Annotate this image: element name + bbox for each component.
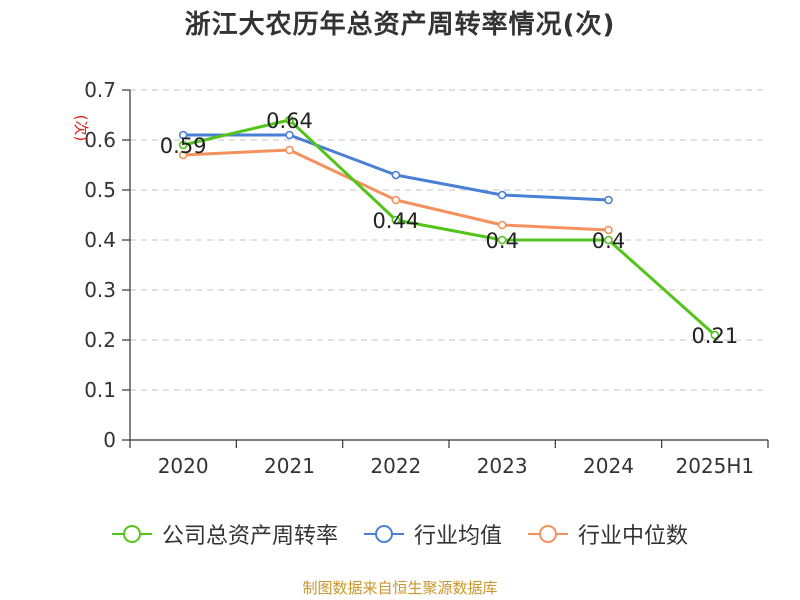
data-point (604, 195, 613, 205)
x-tick-label: 2022 (370, 454, 421, 478)
x-tick-label: 2023 (477, 454, 528, 478)
legend-label: 行业均值 (413, 524, 502, 549)
data-label: 0.59 (160, 134, 207, 158)
legend-label: 公司总资产周转率 (161, 524, 338, 549)
x-tick-label: 2020 (158, 454, 209, 478)
data-label: 0.4 (592, 229, 625, 253)
legend-swatch-icon (363, 525, 404, 543)
legend: 公司总资产周转率 行业均值 行业中位数 (0, 518, 800, 550)
data-point (497, 190, 507, 200)
data-point (285, 130, 294, 140)
data-point (391, 215, 401, 225)
x-tick-label: 2021 (264, 454, 315, 478)
legend-label: 行业中位数 (578, 524, 689, 549)
data-point (178, 150, 188, 160)
source-note: 制图数据来自恒生聚源数据库 (302, 579, 498, 597)
data-point (497, 235, 507, 245)
grid-lines (130, 89, 768, 391)
data-point (710, 330, 720, 340)
legend-swatch-icon (528, 525, 568, 543)
y-tick-label: 0.6 (84, 128, 116, 152)
series-layer (178, 115, 720, 340)
data-point (604, 225, 613, 235)
data-label: 0.4 (485, 229, 518, 253)
y-tick-label: 0.7 (84, 78, 116, 102)
data-point (285, 145, 294, 155)
data-labels: 0.59 0.64 0.44 0.4 0.4 0.21 (160, 109, 738, 348)
legend-swatch-icon (111, 525, 152, 543)
data-point (391, 195, 401, 205)
data-point (391, 170, 401, 180)
y-axis-label: (次) (72, 115, 90, 142)
data-label: 0.21 (691, 324, 738, 348)
y-tick-label: 0.5 (84, 178, 116, 202)
data-point (497, 220, 507, 230)
legend-item[interactable]: 公司总资产周转率 (111, 518, 338, 550)
data-point (178, 130, 188, 140)
axes: 0 0.1 0.2 0.3 0.4 0.5 0.6 0.7 (次) 2020 2021 2022 202… (72, 78, 769, 478)
legend-item[interactable]: 行业中位数 (528, 518, 688, 550)
y-tick-label: 0.4 (84, 228, 116, 252)
data-label: 0.64 (266, 109, 313, 133)
y-tick-label: 0 (103, 428, 116, 452)
data-point (178, 140, 188, 150)
y-tick-label: 0.3 (84, 278, 116, 302)
y-tick-label: 0.2 (84, 328, 116, 352)
data-label: 0.44 (372, 209, 419, 233)
x-tick-label: 2025H1 (675, 454, 754, 478)
y-tick-label: 0.1 (84, 378, 116, 402)
x-tick-label: 2024 (583, 454, 634, 478)
series-line (182, 118, 716, 337)
chart-title: 浙江大农历年总资产周转率情况(次) (184, 10, 616, 40)
data-point (604, 235, 613, 245)
legend-item[interactable]: 行业均值 (363, 518, 502, 550)
data-point (285, 115, 294, 125)
